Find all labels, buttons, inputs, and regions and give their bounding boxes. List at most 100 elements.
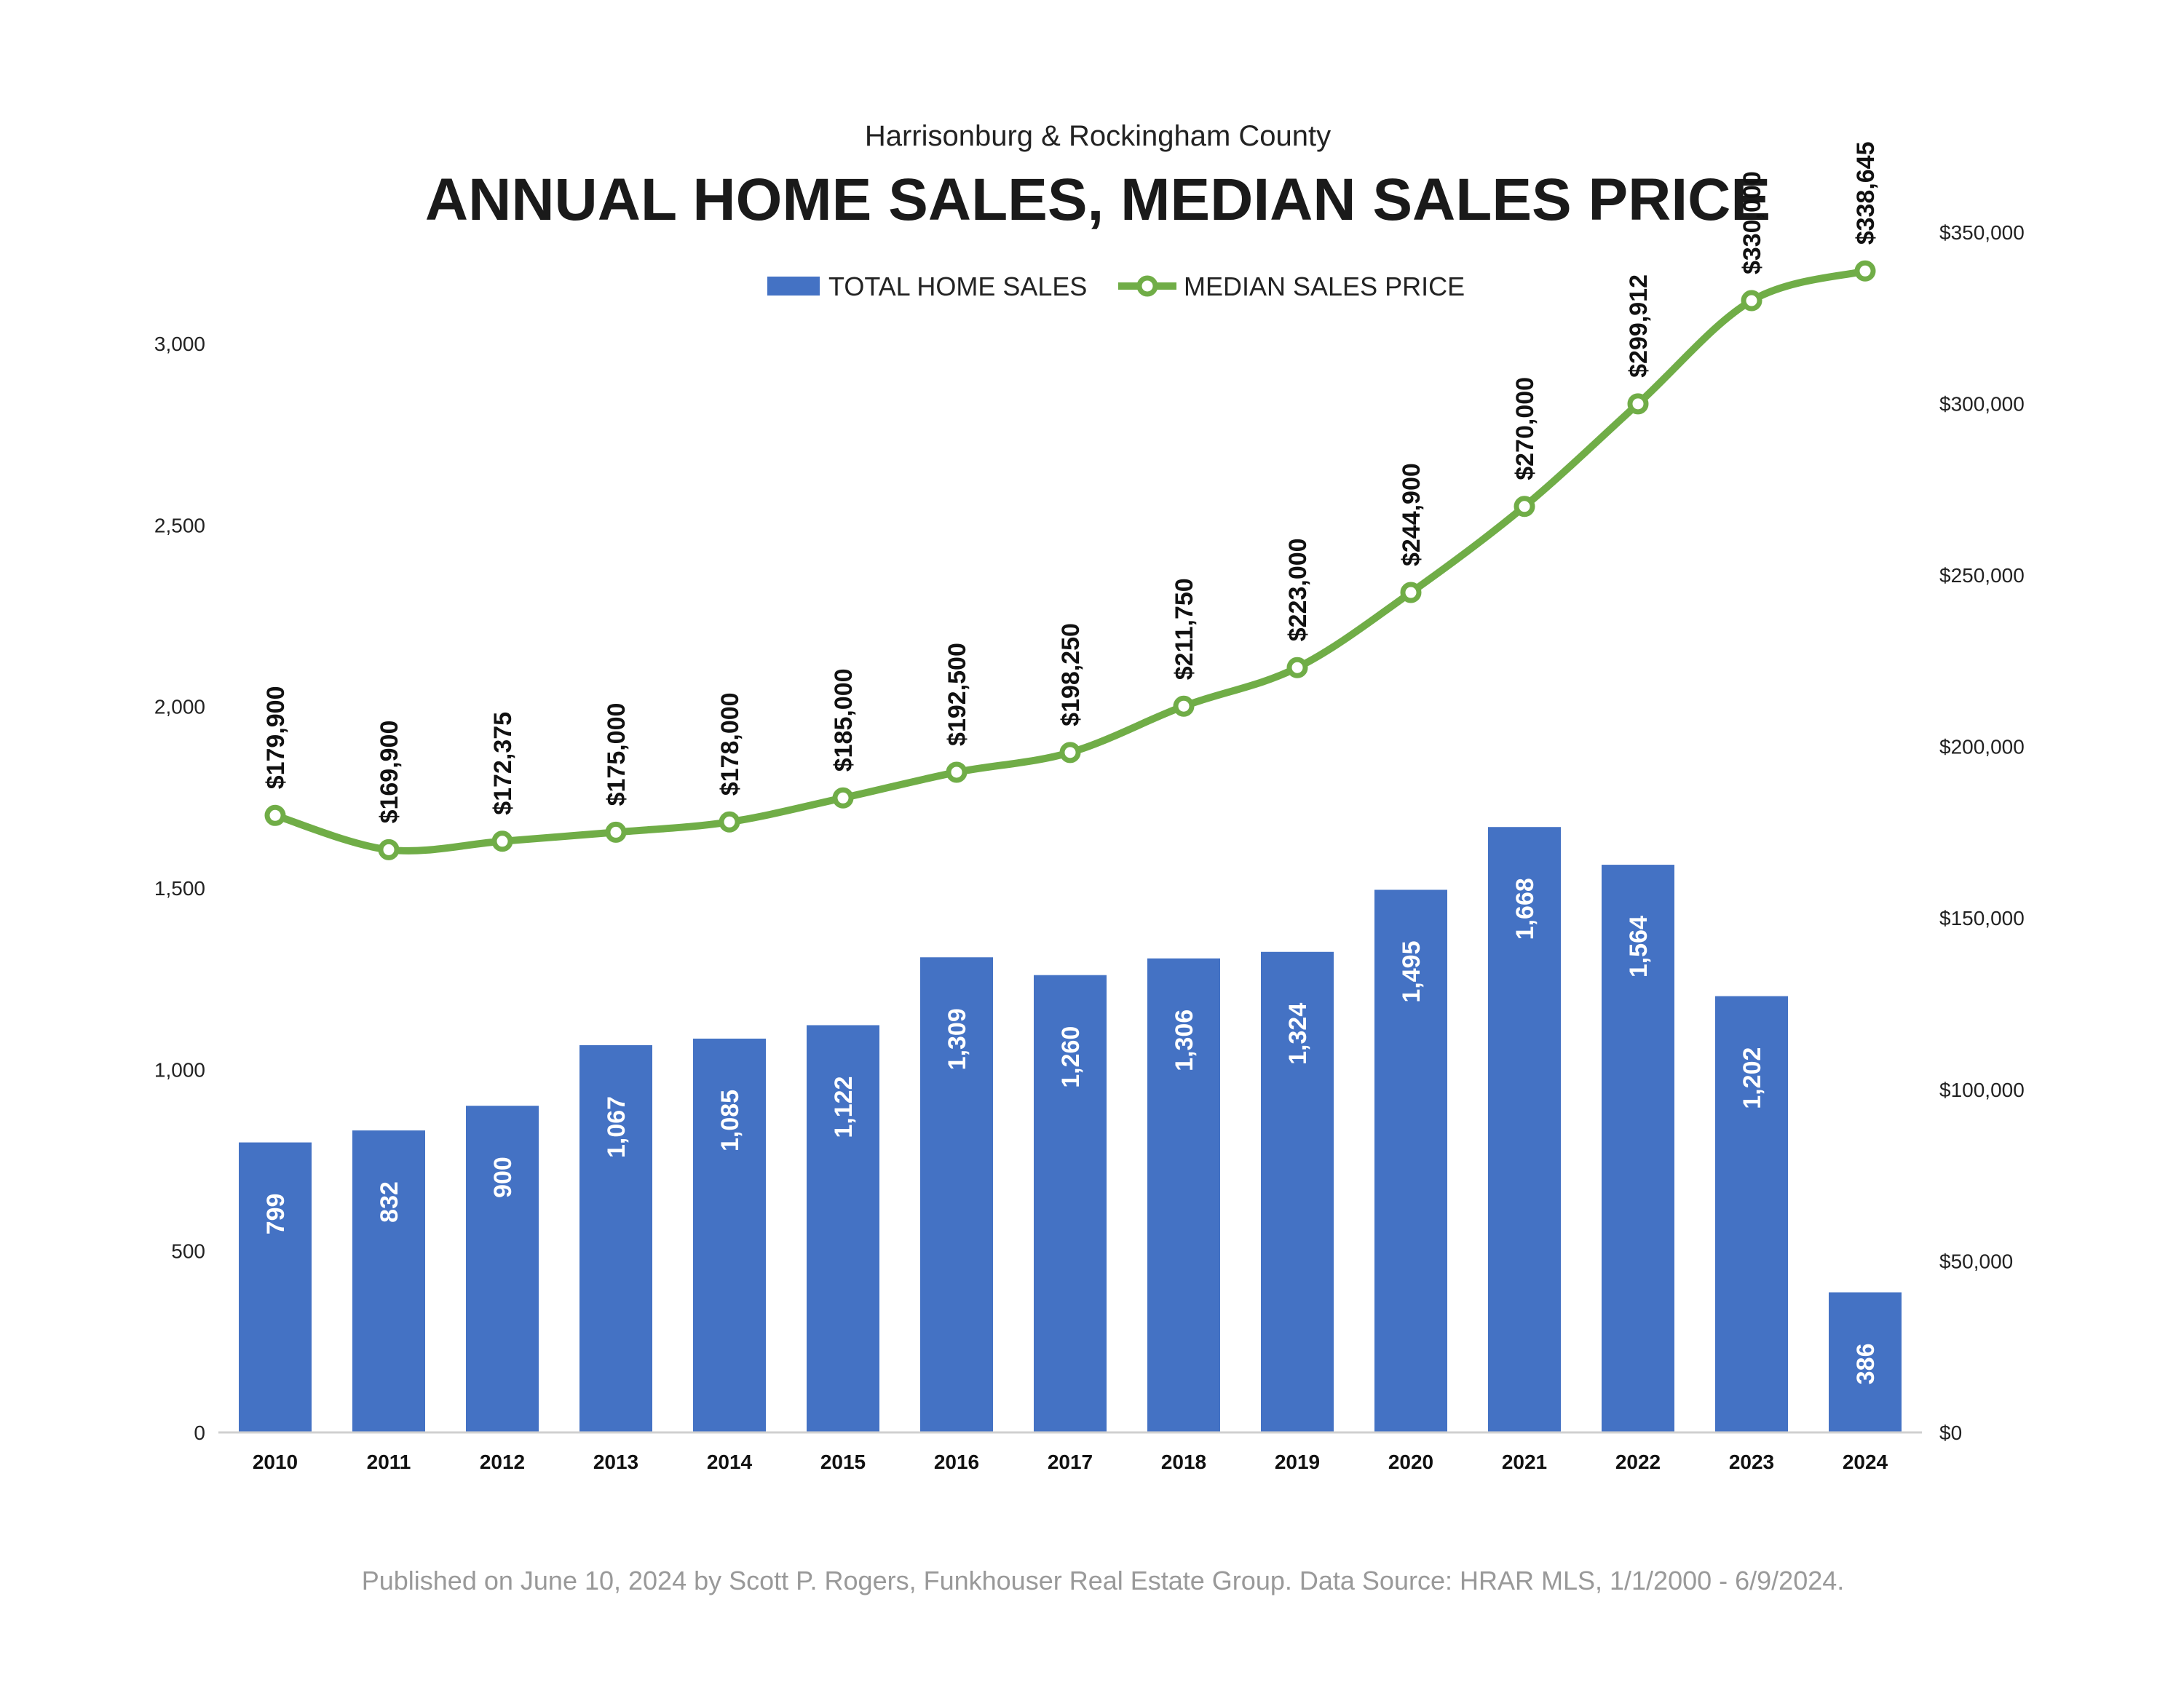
chart-title: ANNUAL HOME SALES, MEDIAN SALES PRICE bbox=[425, 167, 1770, 233]
left-axis-tick-label: 2,000 bbox=[154, 696, 205, 718]
footer-note: Published on June 10, 2024 by Scott P. R… bbox=[362, 1566, 1845, 1595]
legend-label-bars: TOTAL HOME SALES bbox=[828, 271, 1087, 301]
price-markers bbox=[264, 260, 1876, 860]
right-axis: $0 $50,000 $100,000 $150,000 $200,000 $250,00… bbox=[1939, 221, 2025, 1444]
left-axis-tick-label: 2,500 bbox=[154, 514, 205, 536]
legend-swatch-bars bbox=[767, 277, 820, 296]
price-value-label: $338,645 bbox=[1852, 141, 1880, 245]
right-axis-tick-label: $350,000 bbox=[1939, 221, 2025, 244]
bar-value-label: 1,306 bbox=[1171, 1010, 1198, 1071]
x-axis-tick-label: 2016 bbox=[934, 1451, 979, 1473]
x-axis-tick-label: 2014 bbox=[707, 1451, 753, 1473]
bar-2023 bbox=[1715, 996, 1788, 1432]
x-axis-tick-label: 2019 bbox=[1275, 1451, 1320, 1473]
left-axis: 0 500 1,000 1,500 2,000 2,500 3,000 bbox=[154, 333, 205, 1444]
x-axis-tick-label: 2010 bbox=[253, 1451, 298, 1473]
bar-value-label: 1,122 bbox=[830, 1076, 858, 1138]
price-point-2023 bbox=[1741, 290, 1762, 312]
price-point-2011 bbox=[378, 838, 400, 860]
legend: TOTAL HOME SALES MEDIAN SALES PRICE bbox=[767, 271, 1465, 301]
x-axis-tick-label: 2024 bbox=[1843, 1451, 1888, 1473]
price-point-2020 bbox=[1400, 582, 1422, 603]
price-value-label: $192,500 bbox=[943, 643, 971, 746]
bar-value-label: 1,067 bbox=[603, 1096, 630, 1158]
price-point-2019 bbox=[1286, 657, 1308, 678]
bar-2016 bbox=[920, 957, 993, 1432]
right-axis-tick-label: $50,000 bbox=[1939, 1250, 2013, 1272]
price-value-label: $270,000 bbox=[1511, 377, 1539, 480]
bar-value-label: 1,202 bbox=[1738, 1047, 1766, 1109]
left-axis-tick-label: 3,000 bbox=[154, 333, 205, 355]
price-point-2021 bbox=[1514, 496, 1535, 518]
right-axis-tick-label: $200,000 bbox=[1939, 736, 2025, 758]
x-axis-tick-label: 2021 bbox=[1502, 1451, 1547, 1473]
bar-value-label: 900 bbox=[489, 1157, 517, 1198]
bar-2010 bbox=[239, 1142, 312, 1432]
price-value-label: $244,900 bbox=[1398, 463, 1425, 566]
bar-2014 bbox=[693, 1038, 766, 1432]
price-point-2024 bbox=[1854, 260, 1876, 282]
bar-value-label: 1,260 bbox=[1057, 1026, 1085, 1088]
legend-swatch-marker bbox=[1136, 275, 1158, 297]
price-point-2022 bbox=[1627, 393, 1649, 415]
right-axis-tick-label: $250,000 bbox=[1939, 564, 2025, 587]
x-axis-tick-label: 2013 bbox=[593, 1451, 638, 1473]
bars bbox=[239, 827, 1902, 1432]
right-axis-tick-label: $0 bbox=[1939, 1422, 1962, 1444]
price-value-label: $179,900 bbox=[262, 686, 290, 789]
bar-2017 bbox=[1034, 975, 1107, 1432]
right-axis-tick-label: $150,000 bbox=[1939, 907, 2025, 929]
bar-value-label: 1,309 bbox=[943, 1008, 971, 1070]
bar-value-label: 1,495 bbox=[1398, 940, 1425, 1002]
bar-value-label: 799 bbox=[262, 1194, 290, 1235]
price-labels: $179,900 $169,900 $172,375 $175,000 $178,000… bbox=[262, 141, 1880, 823]
bar-value-label: 1,564 bbox=[1625, 916, 1653, 978]
bar-2019 bbox=[1261, 951, 1334, 1432]
bar-value-label: 386 bbox=[1852, 1344, 1880, 1385]
bar-2015 bbox=[807, 1025, 879, 1432]
price-value-label: $185,000 bbox=[830, 668, 858, 772]
x-axis-tick-label: 2022 bbox=[1615, 1451, 1661, 1473]
x-axis-tick-label: 2017 bbox=[1048, 1451, 1093, 1473]
right-axis-tick-label: $100,000 bbox=[1939, 1079, 2025, 1101]
legend-label-line: MEDIAN SALES PRICE bbox=[1184, 271, 1465, 301]
left-axis-tick-label: 1,500 bbox=[154, 877, 205, 900]
bar-2020 bbox=[1374, 889, 1447, 1432]
left-axis-tick-label: 0 bbox=[194, 1422, 205, 1444]
price-point-2017 bbox=[1059, 742, 1081, 764]
bar-2012 bbox=[466, 1106, 539, 1432]
bar-value-label: 1,085 bbox=[716, 1090, 744, 1151]
x-axis-tick-label: 2011 bbox=[367, 1451, 411, 1473]
bar-labels: 799 832 900 1,067 1,085 1,122 1,309 1,260 1,306 1… bbox=[262, 878, 1880, 1384]
price-point-2012 bbox=[491, 830, 513, 852]
median-price-line bbox=[272, 267, 1869, 855]
price-value-label: $169,900 bbox=[376, 721, 403, 824]
right-axis-tick-label: $300,000 bbox=[1939, 392, 2025, 415]
price-point-2010 bbox=[264, 804, 286, 826]
price-value-label: $172,375 bbox=[489, 712, 517, 815]
bar-2024 bbox=[1829, 1292, 1902, 1432]
x-axis-tick-label: 2020 bbox=[1388, 1451, 1433, 1473]
bar-2013 bbox=[579, 1044, 652, 1432]
bar-2011 bbox=[352, 1130, 425, 1432]
bar-value-label: 1,324 bbox=[1284, 1003, 1312, 1065]
price-value-label: $299,912 bbox=[1625, 274, 1653, 378]
left-axis-tick-label: 1,000 bbox=[154, 1058, 205, 1081]
bar-2021 bbox=[1488, 827, 1561, 1432]
bar-value-label: 1,668 bbox=[1511, 878, 1539, 940]
price-value-label: $211,750 bbox=[1171, 578, 1198, 680]
price-value-label: $175,000 bbox=[603, 703, 630, 806]
price-point-2016 bbox=[946, 761, 968, 783]
bar-value-label: 832 bbox=[376, 1181, 403, 1223]
price-point-2014 bbox=[719, 811, 740, 833]
price-point-2018 bbox=[1173, 695, 1195, 717]
x-axis-tick-label: 2018 bbox=[1161, 1451, 1206, 1473]
price-value-label: $330,000 bbox=[1738, 171, 1766, 274]
price-point-2013 bbox=[605, 821, 627, 843]
bar-2018 bbox=[1147, 958, 1220, 1432]
x-axis-tick-label: 2012 bbox=[480, 1451, 525, 1473]
price-value-label: $178,000 bbox=[716, 692, 744, 796]
left-axis-tick-label: 500 bbox=[171, 1240, 205, 1263]
price-value-label: $223,000 bbox=[1284, 538, 1312, 641]
